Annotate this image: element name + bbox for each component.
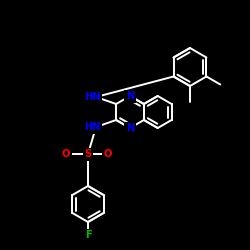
Text: F: F <box>84 230 91 240</box>
Text: HN: HN <box>84 122 100 132</box>
Text: N: N <box>126 123 134 133</box>
Text: O: O <box>104 149 112 159</box>
Text: O: O <box>62 149 70 159</box>
Text: S: S <box>84 149 91 159</box>
Text: HN: HN <box>84 92 100 102</box>
Text: N: N <box>126 91 134 101</box>
